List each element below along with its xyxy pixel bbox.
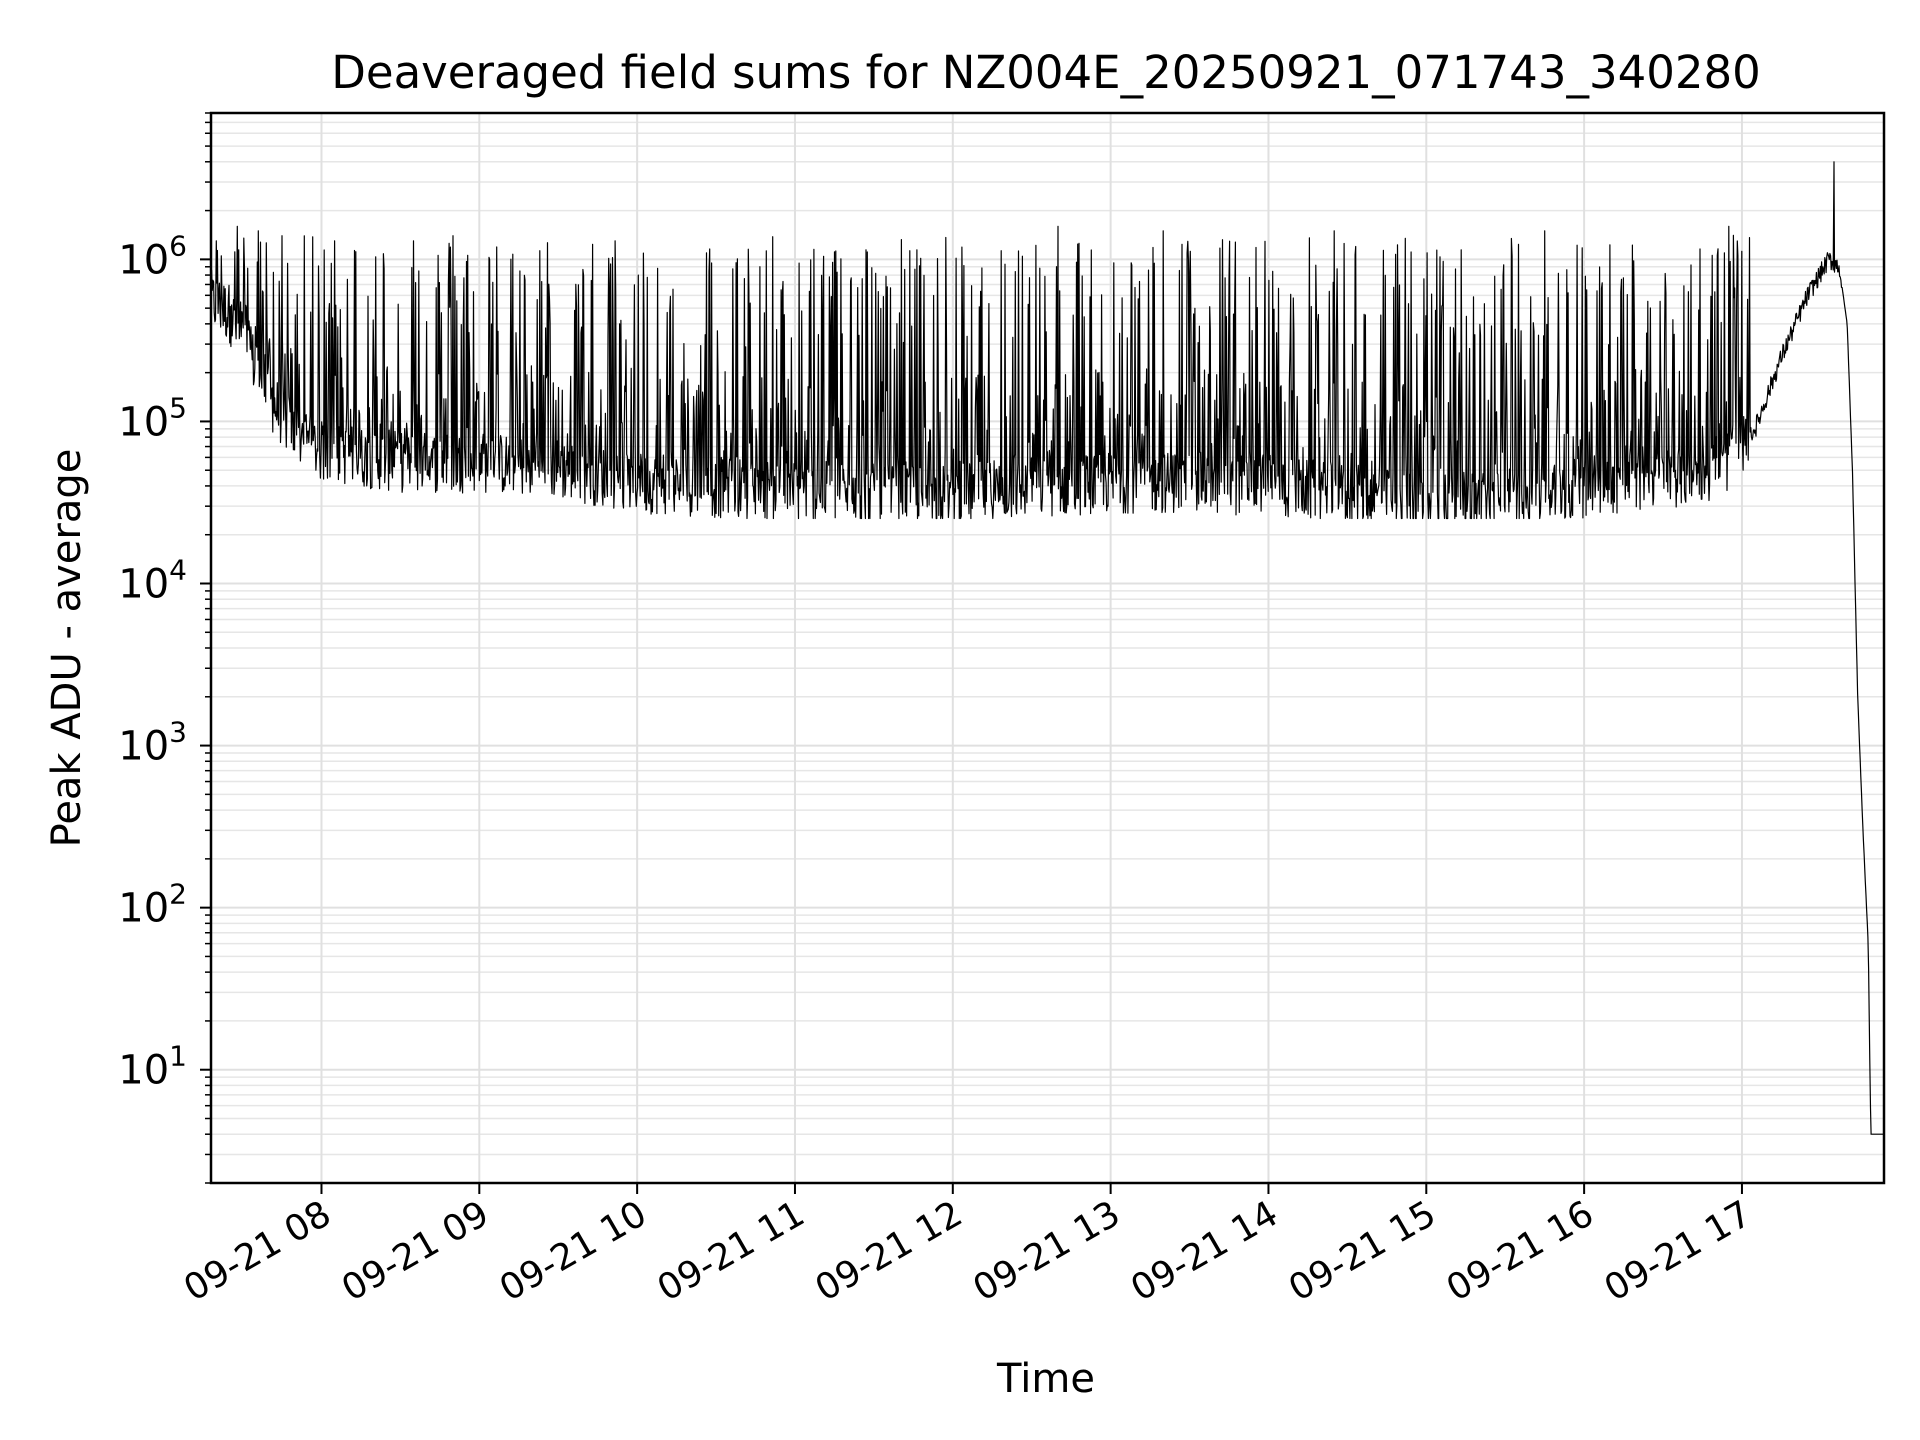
x-tick-label: 09-21 15: [1282, 1193, 1443, 1309]
chart-title: Deaveraged field sums for NZ004E_2025092…: [331, 46, 1760, 99]
x-tick-label: 09-21 16: [1440, 1193, 1601, 1309]
x-tick-label: 09-21 09: [335, 1193, 496, 1309]
y-tick-label: 103: [118, 716, 187, 770]
x-tick-label: 09-21 17: [1598, 1193, 1759, 1309]
x-tick-label: 09-21 10: [493, 1193, 654, 1309]
x-tick-label: 09-21 08: [177, 1193, 338, 1309]
x-tick-label: 09-21 11: [651, 1193, 812, 1309]
y-axis-label: Peak ADU - average: [44, 449, 90, 848]
x-tick-label: 09-21 12: [809, 1193, 970, 1309]
x-tick-label: 09-21 14: [1124, 1193, 1285, 1309]
y-tick-label: 102: [118, 878, 187, 932]
y-tick-label: 104: [118, 554, 187, 608]
y-tick-label: 106: [118, 229, 187, 283]
x-tick-label: 09-21 13: [966, 1193, 1127, 1309]
x-axis-label: Time: [996, 1356, 1095, 1402]
y-tick-label: 105: [118, 391, 187, 445]
y-tick-label: 101: [118, 1040, 187, 1094]
y-axis-ticks: 101 102 103 104 105 106: [118, 113, 211, 1183]
